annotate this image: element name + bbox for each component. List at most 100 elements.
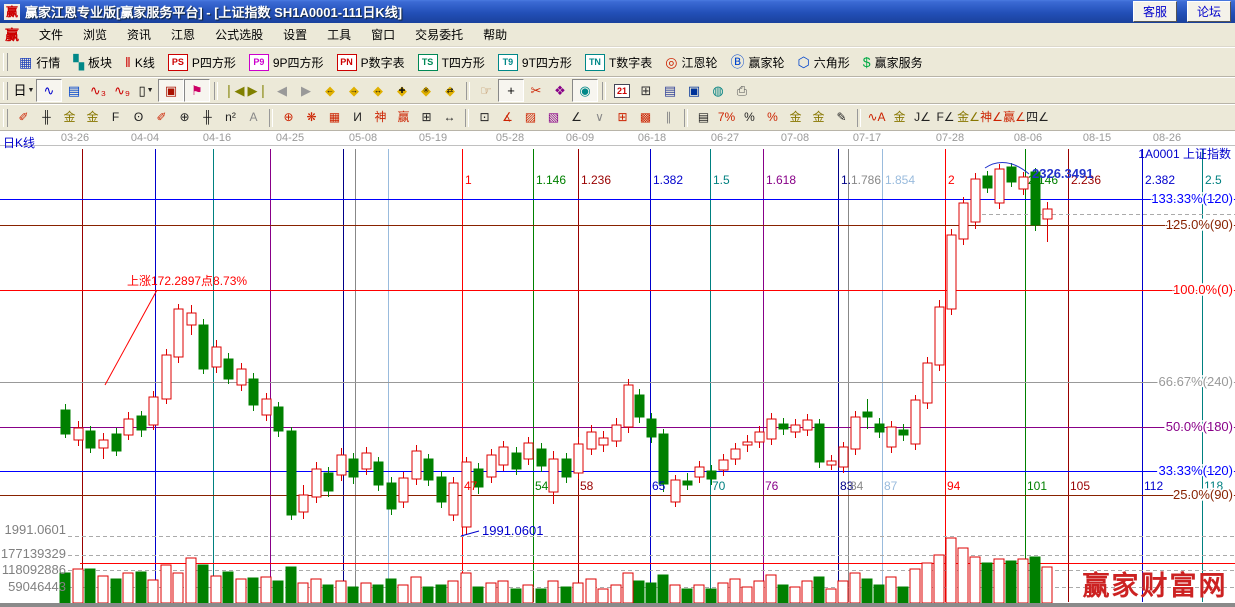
candle-style-button[interactable]: ▯ ▼ (134, 80, 158, 101)
spiral-tool-button[interactable]: ʘ (127, 107, 150, 128)
parallel-lines-button[interactable]: ∥ (657, 107, 680, 128)
percent-7-button[interactable]: 7% (715, 107, 738, 128)
menu-item-2[interactable]: 资讯 (127, 28, 152, 42)
mask-tool-button[interactable]: ❖ (548, 80, 572, 101)
menu-item-9[interactable]: 帮助 (483, 28, 508, 42)
ruler-123-button[interactable]: ⊞ (415, 107, 438, 128)
percent-line-button[interactable]: % (761, 107, 784, 128)
p-table-button[interactable]: PN P数字表 (331, 52, 411, 73)
j-angle-button[interactable]: J∠ (911, 107, 934, 128)
kline-chart-area[interactable]: 日K线 1A0001 上证指数 03-26 04-04 04-16 04-25 05-0… (0, 131, 1235, 607)
f-ruler-button[interactable]: F (104, 107, 127, 128)
customer-service-button[interactable]: 客服 (1132, 1, 1177, 22)
width-arrows-button[interactable]: ↔ (438, 107, 461, 128)
svg-text:1: 1 (465, 173, 472, 187)
flag-chart-button[interactable]: ⚑ (184, 79, 210, 102)
si-angle-button[interactable]: 四∠ (1026, 107, 1049, 128)
marker-pen-2-button[interactable]: ✐ (150, 107, 173, 128)
ruler-plain-button[interactable]: ╫ (196, 107, 219, 128)
ying-tool-button[interactable]: 赢 (392, 107, 415, 128)
star-grid-button[interactable]: ▦ (323, 107, 346, 128)
next-bar-button[interactable]: ▶ (294, 80, 318, 101)
gold-ruler-a-button[interactable]: 金 (58, 107, 81, 128)
gold-angle-button[interactable]: 金∠ (957, 107, 980, 128)
winner-service-button[interactable]: $ 赢家服务 (857, 52, 929, 73)
ying-angle-button[interactable]: 赢∠ (1003, 107, 1026, 128)
grid-box-button[interactable]: ▩ (634, 107, 657, 128)
diamond-left-button[interactable]: ◆ ← (318, 80, 342, 101)
f-angle-button[interactable]: F∠ (934, 107, 957, 128)
calculator-button[interactable]: ⊞ (634, 80, 658, 101)
kline-button[interactable]: ‖ K线 (119, 52, 161, 73)
brain-tool-button[interactable]: ◉ (572, 79, 598, 102)
save-button[interactable]: ▣ (682, 80, 706, 101)
v-wave-button[interactable]: ∨ (588, 107, 611, 128)
menu-item-7[interactable]: 窗口 (371, 28, 396, 42)
print-button[interactable]: ⎙ (730, 80, 754, 101)
n2-ruler-button[interactable]: n² (219, 107, 242, 128)
stat-list-button[interactable]: ▤ (692, 107, 715, 128)
diamond-right-button[interactable]: ◆ → (342, 80, 366, 101)
shen-angle-button[interactable]: 神∠ (980, 107, 1003, 128)
circle-cross-button[interactable]: ⊕ (277, 107, 300, 128)
k-wave-button[interactable]: И (346, 107, 369, 128)
notes-button[interactable]: ▤ (658, 80, 682, 101)
p-square-button[interactable]: PS P四方形 (162, 52, 242, 73)
zigzag-tool-button[interactable]: ∿ (36, 79, 62, 102)
diamond-star-button[interactable]: ◆ ✳ (414, 80, 438, 101)
percent-button[interactable]: % (738, 107, 761, 128)
fan-box-button[interactable]: ▨ (519, 107, 542, 128)
9p-square-button[interactable]: P9 9P四方形 (243, 52, 330, 73)
menu-item-4[interactable]: 公式选股 (215, 28, 264, 42)
hand-tool-button[interactable]: ☞ (474, 80, 498, 101)
menu-item-1[interactable]: 浏览 (83, 28, 108, 42)
diamond-cross-button[interactable]: ◆ ✚ (390, 80, 414, 101)
calendar-button[interactable]: 21 (610, 80, 634, 101)
gold-circle-button[interactable]: 金 (784, 107, 807, 128)
period-day-button[interactable]: 日 ▼ (12, 80, 36, 101)
quotes-button[interactable]: ▦ 行情 (13, 52, 66, 73)
gold-line-button[interactable]: 金 (807, 107, 830, 128)
forum-button[interactable]: 论坛 (1186, 1, 1231, 22)
shen-tool-button[interactable]: 神 (369, 107, 392, 128)
export-button[interactable]: ◍ (706, 80, 730, 101)
crosshair-tool-button[interactable]: + (498, 79, 524, 102)
gann-fan-button[interactable]: ∡ (496, 107, 519, 128)
star-burst-button[interactable]: ❋ (300, 107, 323, 128)
pen-notes-button[interactable]: ✎ (830, 107, 853, 128)
wave-9-button[interactable]: ∿₉ (110, 80, 134, 101)
9t-square-button[interactable]: T9 9T四方形 (492, 52, 578, 73)
t-square-button[interactable]: TS T四方形 (412, 52, 491, 73)
menu-item-8[interactable]: 交易委托 (415, 28, 464, 42)
sectors-button[interactable]: ▚ 板块 (67, 52, 118, 73)
measure-tool-button[interactable]: ✂ (524, 80, 548, 101)
a-wave-button[interactable]: ∿A (865, 107, 888, 128)
ruler-comb-button[interactable]: ╫ (35, 107, 58, 128)
jump-first-button[interactable]: ❘◀ (222, 80, 246, 101)
wave-3-button[interactable]: ∿₃ (86, 80, 110, 101)
gann-wheel-button[interactable]: ◎ 江恩轮 (659, 52, 723, 73)
menu-item-3[interactable]: 江恩 (171, 28, 196, 42)
prev-bar-button[interactable]: ◀ (270, 80, 294, 101)
t-table-button[interactable]: TN T数字表 (579, 52, 658, 73)
hexagon-button[interactable]: ⬡ 六角形 (792, 52, 856, 73)
report-button[interactable]: ▤ (62, 80, 86, 101)
menu-item-5[interactable]: 设置 (283, 28, 308, 42)
gold-under-button[interactable]: 金 (888, 107, 911, 128)
diamond-h-button[interactable]: ◆ ↔ (366, 80, 390, 101)
menu-item-0[interactable]: 文件 (39, 28, 64, 42)
angle-rays-button[interactable]: ∠ (565, 107, 588, 128)
gold-circle-icon: 金 (789, 110, 802, 124)
box-tool-button[interactable]: ⊡ (473, 107, 496, 128)
grid-dots-button[interactable]: ⊞ (611, 107, 634, 128)
winner-wheel-button[interactable]: Ⓑ 赢家轮 (725, 52, 791, 73)
diamond-all-button[interactable]: ◆ ⇄ (438, 80, 462, 101)
jump-last-button[interactable]: ▶❘ (246, 80, 270, 101)
marker-pen-button[interactable]: ✐ (12, 107, 35, 128)
x-box-button[interactable]: ▧ (542, 107, 565, 128)
menu-item-6[interactable]: 工具 (327, 28, 352, 42)
mirror-a-button[interactable]: A (242, 107, 265, 128)
gauge-tool-button[interactable]: ⊕ (173, 107, 196, 128)
gold-ruler-b-button[interactable]: 金 (81, 107, 104, 128)
pattern-box-button[interactable]: ▣ (158, 79, 184, 102)
